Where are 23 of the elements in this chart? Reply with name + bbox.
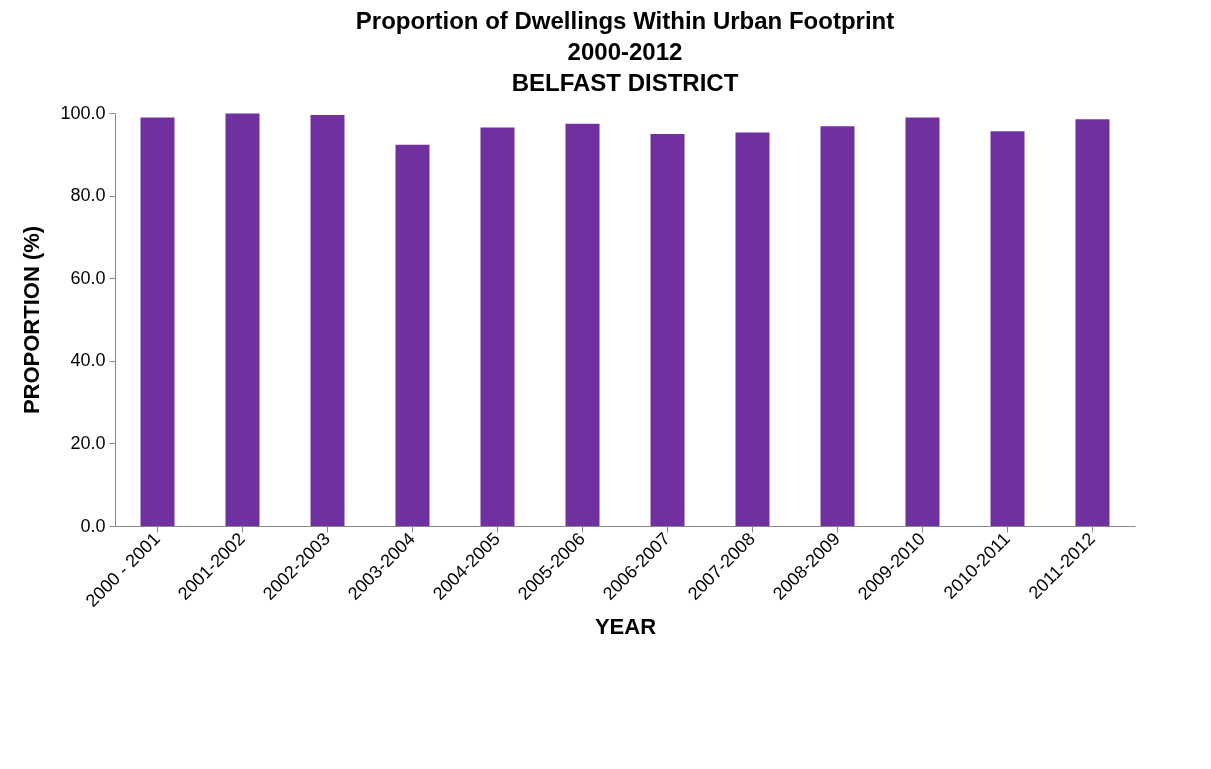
bar — [225, 113, 260, 526]
x-axis-title: YEAR — [594, 613, 657, 639]
y-tick-label: 20.0 — [70, 432, 106, 453]
bar — [140, 117, 175, 526]
bar — [310, 115, 345, 526]
text: 2000-2012 — [567, 38, 683, 65]
bar — [395, 144, 430, 526]
bar — [735, 132, 770, 526]
bar — [1075, 119, 1110, 526]
bar — [905, 117, 940, 526]
y-tick-label: 60.0 — [70, 267, 106, 288]
y-tick-label: 100.0 — [60, 102, 106, 123]
text: Proportion of Dwellings Within Urban Footprint — [355, 7, 895, 34]
y-tick-label: 40.0 — [70, 350, 106, 371]
bar — [650, 134, 685, 526]
bar — [820, 126, 855, 526]
bar — [480, 127, 515, 526]
y-tick-label: 0.0 — [80, 515, 106, 536]
y-axis-title: PROPORTION (%) — [19, 225, 45, 415]
bar — [565, 123, 600, 526]
bar — [990, 131, 1025, 526]
y-tick-label: 80.0 — [70, 185, 106, 206]
text: BELFAST DISTRICT — [511, 69, 739, 96]
